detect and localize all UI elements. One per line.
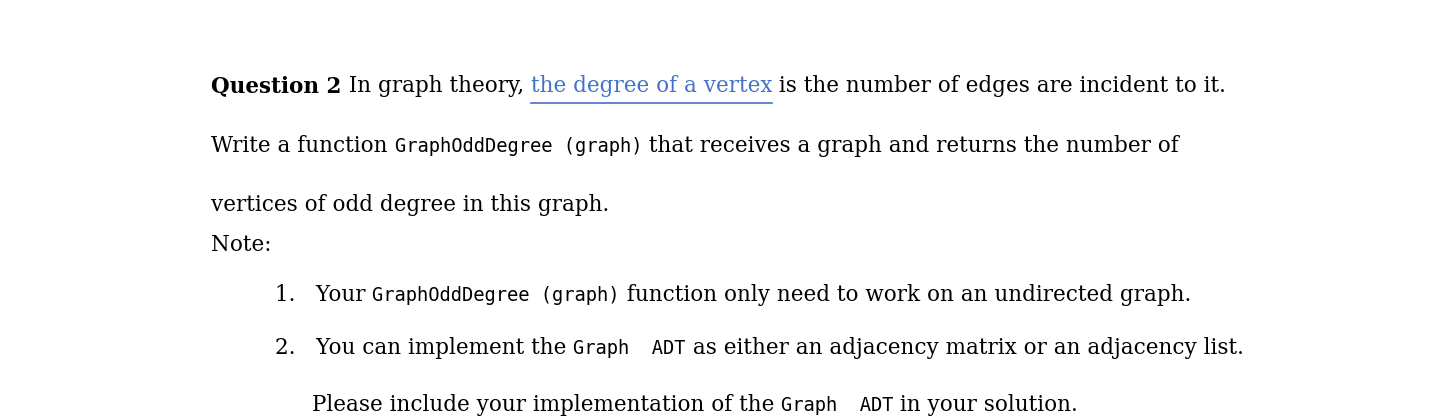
Text: is the number of edges are incident to it.: is the number of edges are incident to i… bbox=[772, 75, 1225, 97]
Text: function only need to work on an undirected graph.: function only need to work on an undirec… bbox=[619, 284, 1191, 306]
Text: GraphOddDegree (graph): GraphOddDegree (graph) bbox=[372, 286, 619, 305]
Text: vertices of odd degree in this graph.: vertices of odd degree in this graph. bbox=[212, 194, 609, 216]
Text: in your solution.: in your solution. bbox=[893, 394, 1079, 415]
Text: Please include your implementation of the: Please include your implementation of th… bbox=[311, 394, 780, 415]
Text: as either an adjacency matrix or an adjacency list.: as either an adjacency matrix or an adja… bbox=[685, 337, 1244, 359]
Text: GraphOddDegree (graph): GraphOddDegree (graph) bbox=[395, 137, 642, 155]
Text: that receives a graph and returns the number of: that receives a graph and returns the nu… bbox=[642, 135, 1179, 157]
Text: 2.   You can implement the: 2. You can implement the bbox=[275, 337, 573, 359]
Text: Graph  ADT: Graph ADT bbox=[780, 396, 893, 415]
Text: In graph theory,: In graph theory, bbox=[341, 75, 530, 97]
Text: Write a function: Write a function bbox=[212, 135, 395, 157]
Text: Note:: Note: bbox=[212, 234, 272, 256]
Text: 1.   Your: 1. Your bbox=[275, 284, 372, 306]
Text: Graph  ADT: Graph ADT bbox=[573, 339, 685, 358]
Text: Question 2: Question 2 bbox=[212, 75, 341, 97]
Text: the degree of a vertex: the degree of a vertex bbox=[530, 75, 772, 97]
